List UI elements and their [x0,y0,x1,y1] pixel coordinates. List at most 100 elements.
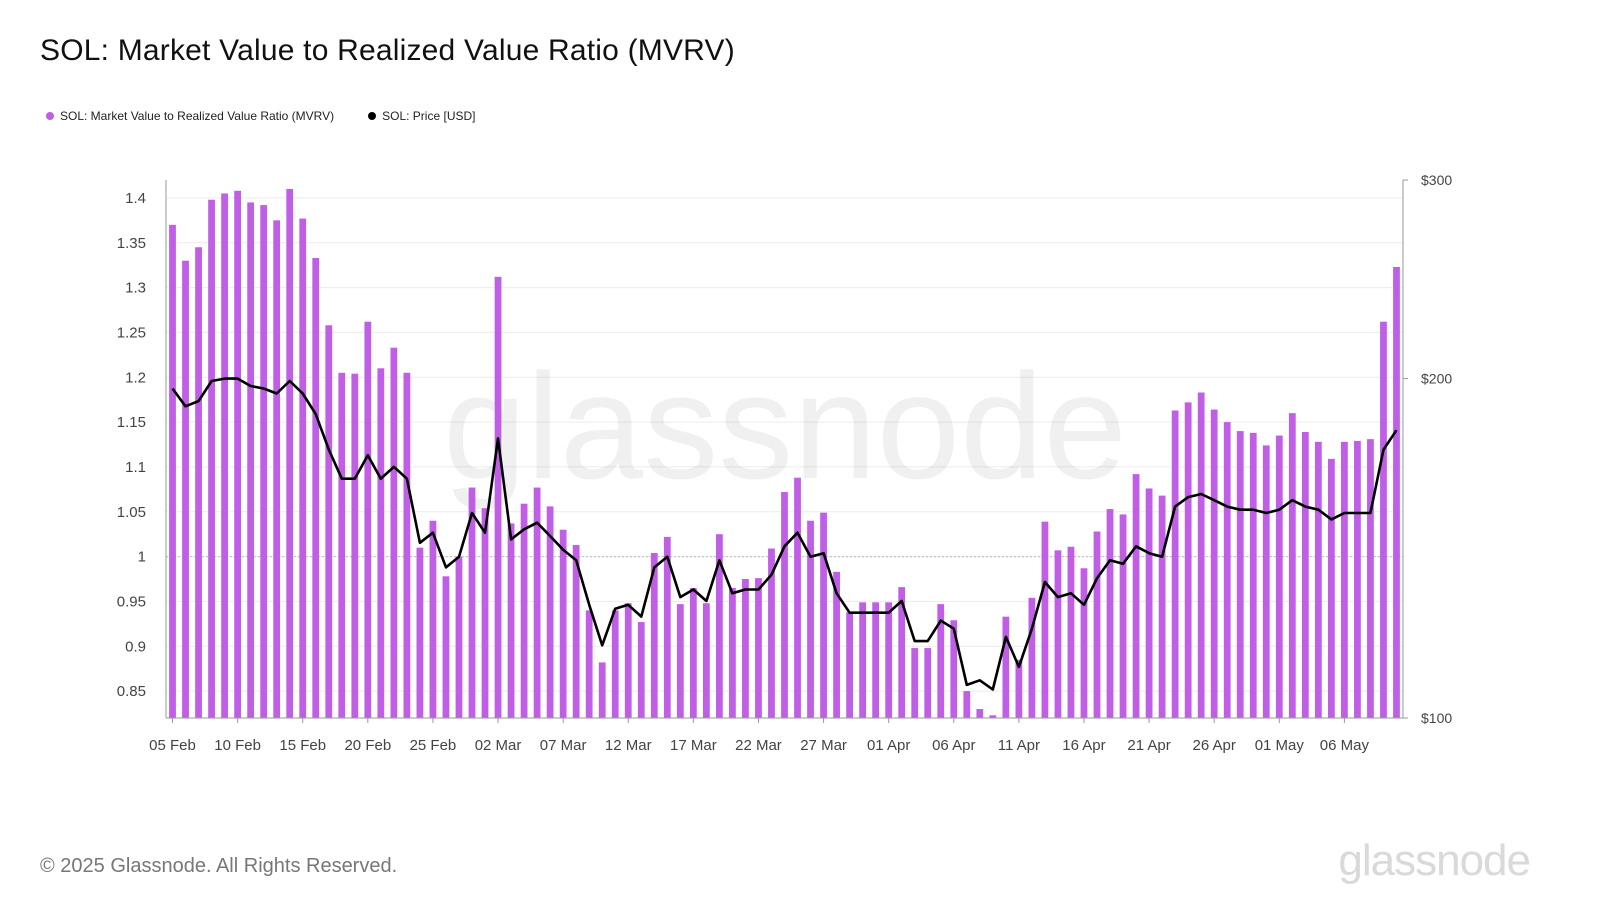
bar-mvrv [299,218,307,718]
bar-mvrv [481,508,489,718]
bar-mvrv [716,534,723,718]
bar-mvrv [533,487,541,718]
bar-mvrv [1028,597,1036,718]
x-tick-label: 17 Mar [670,737,717,754]
bar-mvrv [1093,531,1101,718]
y-tick-label: 1.15 [117,414,146,431]
bar-mvrv [559,529,567,718]
y-right-tick-label: $100 [1421,710,1452,726]
legend-item-price[interactable]: SOL: Price [USD] [368,109,475,123]
bar-mvrv [611,610,619,718]
bar-mvrv [1015,659,1023,718]
bar-mvrv [1327,458,1335,718]
bar-mvrv [1041,521,1049,718]
y-tick-label: 1.1 [125,459,146,476]
bar-mvrv [1171,410,1179,718]
bar-mvrv [1054,550,1062,718]
bar-mvrv [1067,546,1075,718]
x-tick-label: 07 Mar [540,737,587,754]
bar-mvrv [468,487,476,718]
bar-mvrv [234,190,242,718]
bar-mvrv [663,536,671,718]
watermark: glassnode [443,342,1127,510]
bar-mvrv [702,603,710,718]
y-tick-label: 0.9 [125,638,146,655]
bar-mvrv [624,603,632,718]
x-tick-label: 15 Feb [279,737,326,754]
bar-mvrv [637,622,645,718]
y-tick-label: 1.2 [125,369,146,386]
bar-mvrv [585,610,593,718]
bar-mvrv [742,579,749,718]
x-tick-label: 16 Apr [1062,737,1105,754]
bar-mvrv [273,220,281,718]
bar-mvrv [260,205,268,718]
bar-mvrv [1184,402,1192,718]
bar-mvrv [598,662,606,718]
bar-mvrv [1367,439,1374,718]
bar-mvrv [768,548,775,718]
bar-mvrv [195,247,202,718]
x-tick-label: 02 Mar [475,737,522,754]
legend-dot-price [368,112,377,120]
chart-title: SOL: Market Value to Realized Value Rati… [40,34,735,67]
bar-mvrv [1158,495,1166,718]
bar-mvrv [182,260,189,718]
bar-mvrv [846,612,853,718]
y-tick-label: 1.3 [125,280,146,297]
bar-mvrv [859,602,867,718]
bar-mvrv [989,715,997,718]
bar-mvrv [1380,321,1387,718]
bar-mvrv [911,648,919,718]
bar-mvrv [286,188,294,718]
bar-mvrv [546,506,554,718]
price-line [171,377,1398,691]
copyright-text: © 2025 Glassnode. All Rights Reserved. [40,855,398,877]
x-tick-label: 27 Mar [800,737,847,754]
x-tick-label: 11 Apr [998,737,1040,754]
bar-mvrv [429,520,437,718]
x-tick-label: 12 Mar [605,737,652,754]
bar-mvrv [1314,441,1322,718]
bar-mvrv [247,202,255,718]
bar-mvrv [507,523,515,718]
x-tick-label: 20 Feb [344,737,391,754]
bar-mvrv [976,709,984,718]
y-right-tick-label: $300 [1421,172,1452,188]
bar-mvrv [833,571,840,718]
legend-item-mvrv[interactable]: SOL: Market Value to Realized Value Rati… [46,109,334,123]
bar-mvrv [572,544,580,718]
bar-mvrv [1145,488,1153,718]
bar-mvrv [794,477,801,718]
bar-mvrv [937,604,945,718]
bar-mvrv [364,321,372,718]
bar-mvrv [950,620,958,718]
bar-mvrv [1301,431,1309,718]
x-tick-label: 22 Mar [735,737,782,754]
legend-dot-mvrv [46,112,54,120]
bar-mvrv [781,492,788,718]
legend-label-mvrv: SOL: Market Value to Realized Value Rati… [60,109,335,123]
bar-mvrv [729,587,736,718]
bar-mvrv [1393,266,1400,718]
bar-mvrv [1354,440,1361,718]
bar-mvrv [416,547,424,718]
bar-mvrv [1197,392,1205,718]
x-tick-label: 10 Feb [214,737,261,754]
x-tick-label: 05 Feb [149,737,196,754]
bar-mvrv [1288,413,1296,718]
y-tick-label: 1.35 [117,235,146,252]
bar-mvrv [390,347,398,718]
x-tick-label: 06 May [1320,737,1370,754]
bar-mvrv [1275,435,1283,718]
glassnode-logo: glassnode [1338,836,1531,885]
bar-mvrv [442,576,450,718]
y-tick-label: 1.25 [117,324,146,341]
bar-mvrv [455,556,463,718]
bar-mvrv [689,587,697,718]
y-tick-label: 1 [138,549,146,566]
legend: SOL: Market Value to Realized Value Rati… [46,109,475,123]
bar-mvrv [676,604,684,718]
y-tick-label: 0.95 [117,593,146,610]
